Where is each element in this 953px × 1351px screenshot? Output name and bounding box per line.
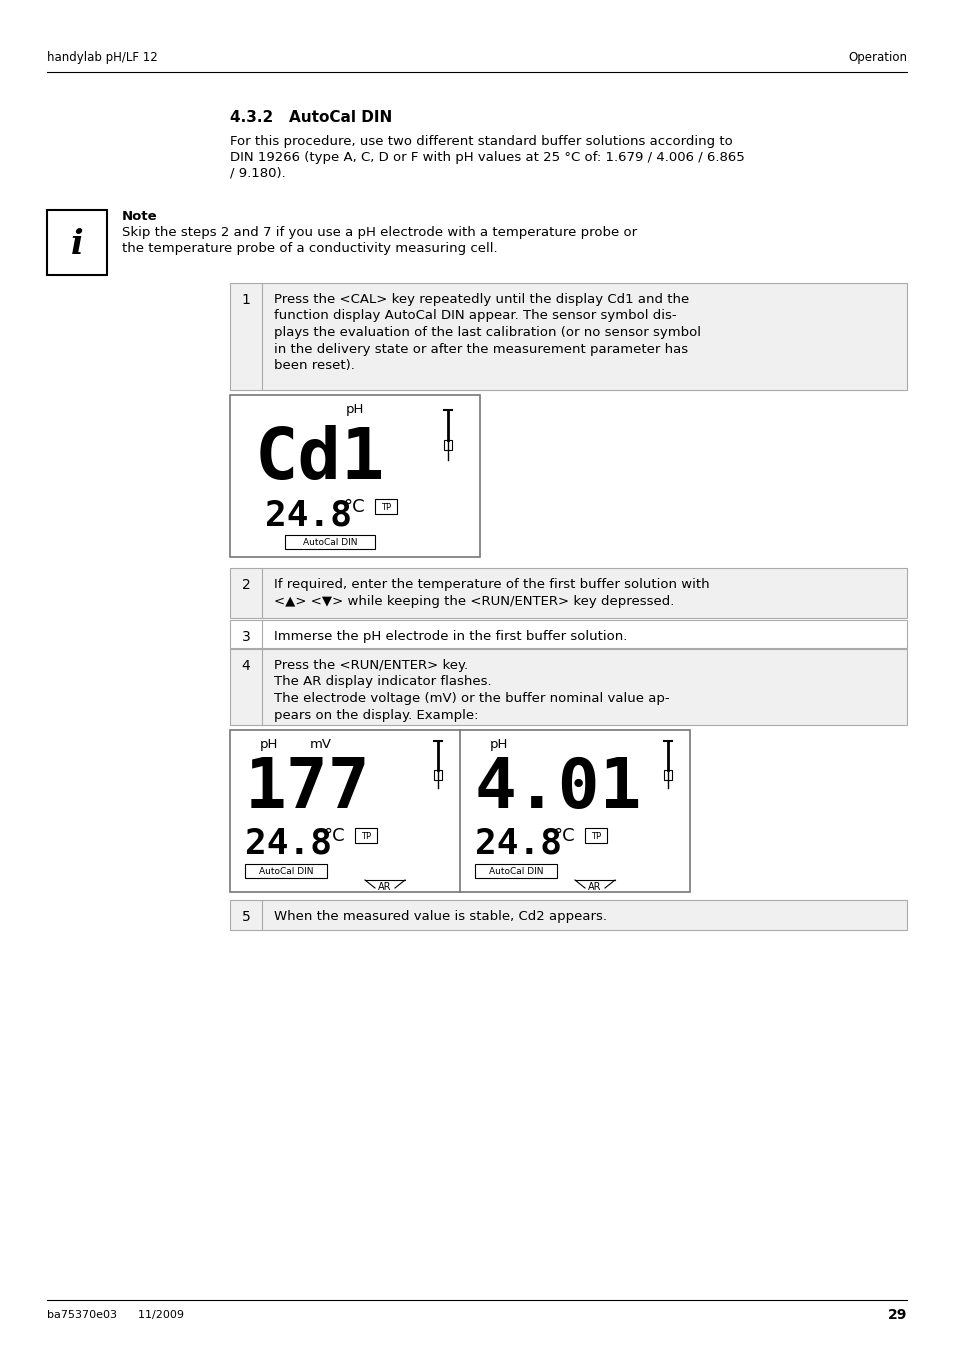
Text: Immerse the pH electrode in the first buffer solution.: Immerse the pH electrode in the first bu… xyxy=(274,630,627,643)
Text: ba75370e03      11/2009: ba75370e03 11/2009 xyxy=(47,1310,184,1320)
Bar xyxy=(230,648,906,725)
Text: 24.8: 24.8 xyxy=(245,827,332,861)
Text: the temperature probe of a conductivity measuring cell.: the temperature probe of a conductivity … xyxy=(122,242,497,255)
Text: pears on the display. Example:: pears on the display. Example: xyxy=(274,708,478,721)
Text: TP: TP xyxy=(360,832,371,842)
Text: i: i xyxy=(71,227,83,261)
Bar xyxy=(475,865,557,878)
Text: 1: 1 xyxy=(241,293,251,307)
Bar xyxy=(663,770,671,780)
Bar xyxy=(230,567,906,617)
Text: 24.8: 24.8 xyxy=(265,499,352,532)
Bar xyxy=(584,828,606,843)
Bar xyxy=(230,394,479,557)
Text: in the delivery state or after the measurement parameter has: in the delivery state or after the measu… xyxy=(274,343,687,355)
Text: plays the evaluation of the last calibration (or no sensor symbol: plays the evaluation of the last calibra… xyxy=(274,326,700,339)
Text: When the measured value is stable, Cd2 appears.: When the measured value is stable, Cd2 a… xyxy=(274,911,606,923)
Text: Operation: Operation xyxy=(847,51,906,65)
Text: Press the <CAL> key repeatedly until the display Cd1 and the: Press the <CAL> key repeatedly until the… xyxy=(274,293,688,305)
Text: °C: °C xyxy=(323,827,344,844)
Text: 4.3.2   AutoCal DIN: 4.3.2 AutoCal DIN xyxy=(230,109,392,126)
Text: <▲> <▼> while keeping the <RUN/ENTER> key depressed.: <▲> <▼> while keeping the <RUN/ENTER> ke… xyxy=(274,594,674,608)
Text: °C: °C xyxy=(553,827,574,844)
Bar xyxy=(285,535,375,549)
Text: 2: 2 xyxy=(241,578,250,592)
Text: / 9.180).: / 9.180). xyxy=(230,168,286,180)
Bar xyxy=(245,865,327,878)
Text: been reset).: been reset). xyxy=(274,359,355,372)
Text: Cd1: Cd1 xyxy=(254,426,385,494)
Text: Press the <RUN/ENTER> key.: Press the <RUN/ENTER> key. xyxy=(274,659,468,671)
Bar xyxy=(230,900,906,929)
Text: 4.01: 4.01 xyxy=(475,755,641,821)
Text: °C: °C xyxy=(343,499,364,516)
Text: pH: pH xyxy=(490,738,508,751)
Text: function display AutoCal DIN appear. The sensor symbol dis-: function display AutoCal DIN appear. The… xyxy=(274,309,676,323)
Text: AutoCal DIN: AutoCal DIN xyxy=(302,538,356,547)
Bar xyxy=(230,282,906,390)
Text: Note: Note xyxy=(122,209,157,223)
Text: handylab pH/LF 12: handylab pH/LF 12 xyxy=(47,51,157,65)
Text: DIN 19266 (type A, C, D or F with pH values at 25 °C of: 1.679 / 4.006 / 6.865: DIN 19266 (type A, C, D or F with pH val… xyxy=(230,151,744,163)
Text: 29: 29 xyxy=(886,1308,906,1323)
Text: 5: 5 xyxy=(241,911,250,924)
Text: 24.8: 24.8 xyxy=(475,827,561,861)
Text: TP: TP xyxy=(380,503,391,512)
Text: mV: mV xyxy=(310,738,332,751)
Text: pH: pH xyxy=(345,403,364,416)
Text: pH: pH xyxy=(260,738,278,751)
Bar xyxy=(47,209,107,276)
Text: The AR display indicator flashes.: The AR display indicator flashes. xyxy=(274,676,491,689)
Text: AR: AR xyxy=(588,882,601,892)
Text: 3: 3 xyxy=(241,630,250,644)
Text: AutoCal DIN: AutoCal DIN xyxy=(258,867,313,875)
Bar xyxy=(375,499,396,513)
Bar xyxy=(230,620,906,648)
Bar xyxy=(434,770,441,780)
Text: AR: AR xyxy=(377,882,392,892)
Text: TP: TP xyxy=(590,832,600,842)
Bar xyxy=(443,440,452,450)
Text: If required, enter the temperature of the first buffer solution with: If required, enter the temperature of th… xyxy=(274,578,709,590)
Text: AutoCal DIN: AutoCal DIN xyxy=(488,867,542,875)
Text: The electrode voltage (mV) or the buffer nominal value ap-: The electrode voltage (mV) or the buffer… xyxy=(274,692,669,705)
Text: 177: 177 xyxy=(245,755,370,821)
Bar xyxy=(355,828,376,843)
Text: 4: 4 xyxy=(241,659,250,673)
Text: For this procedure, use two different standard buffer solutions according to: For this procedure, use two different st… xyxy=(230,135,732,149)
Bar xyxy=(230,730,689,892)
Text: Skip the steps 2 and 7 if you use a pH electrode with a temperature probe or: Skip the steps 2 and 7 if you use a pH e… xyxy=(122,226,637,239)
